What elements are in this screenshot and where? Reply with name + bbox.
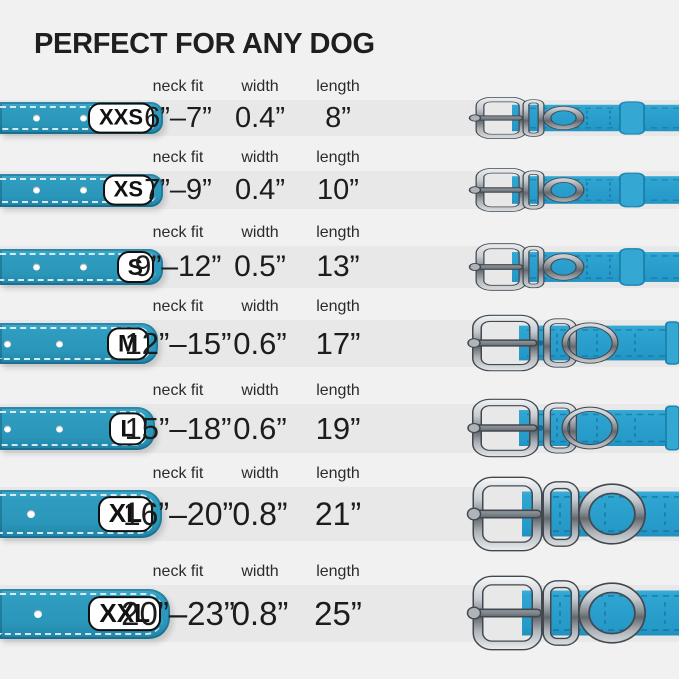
collar-hole xyxy=(34,609,42,618)
collar-strap-icon: XXS xyxy=(0,102,163,134)
collar-hole xyxy=(33,114,40,122)
column-header-length: length xyxy=(316,563,360,580)
neck-fit-value: 7”–9” xyxy=(144,174,212,206)
collar-strap-icon: S xyxy=(0,249,163,285)
collar-hole xyxy=(56,425,63,432)
size-badge: XXS xyxy=(87,102,154,134)
column-header-width: width xyxy=(241,224,279,241)
length-value: 8” xyxy=(325,102,351,134)
column-header-width: width xyxy=(241,298,279,315)
collar-hole xyxy=(27,510,35,518)
collar-hole xyxy=(56,340,63,347)
column-header-width: width xyxy=(241,465,279,482)
column-header-length: length xyxy=(316,78,360,95)
column-header-width: width xyxy=(241,149,279,166)
column-header-neck-fit: neck fit xyxy=(152,382,204,399)
column-header-length: length xyxy=(316,465,360,482)
length-value: 13” xyxy=(316,250,360,283)
neck-fit-value: 12”–15” xyxy=(124,326,232,361)
length-value: 10” xyxy=(317,174,359,206)
size-badge: L xyxy=(109,411,146,446)
column-header-width: width xyxy=(241,78,279,95)
width-value: 0.8” xyxy=(231,595,289,632)
collar-hole xyxy=(33,186,40,194)
neck-fit-value: 15”–18” xyxy=(124,411,232,446)
length-value: 17” xyxy=(315,326,361,361)
page-title: PERFECT FOR ANY DOG xyxy=(34,28,375,60)
column-header-neck-fit: neck fit xyxy=(152,78,204,95)
column-header-width: width xyxy=(241,382,279,399)
column-header-length: length xyxy=(316,298,360,315)
collar-strap-icon: XL xyxy=(0,490,162,538)
size-badge: XL xyxy=(97,496,153,532)
collar-hole xyxy=(80,186,87,194)
column-header-neck-fit: neck fit xyxy=(152,298,204,315)
collar-strap-icon: L xyxy=(0,407,155,450)
collar-hole xyxy=(33,263,40,271)
size-badge: XXL xyxy=(88,595,161,632)
collar-hole xyxy=(4,425,11,432)
column-header-neck-fit: neck fit xyxy=(152,465,204,482)
length-value: 19” xyxy=(315,411,361,446)
collar-strap-icon: XS xyxy=(0,173,163,207)
column-header-neck-fit: neck fit xyxy=(152,149,204,166)
width-value: 0.6” xyxy=(233,411,287,446)
collar-hole xyxy=(4,340,11,347)
length-value: 25” xyxy=(314,595,362,632)
collar-strap-icon: M xyxy=(0,323,158,364)
neck-fit-value: 9”–12” xyxy=(134,250,222,283)
length-value: 21” xyxy=(314,496,362,532)
collar-hole xyxy=(80,114,87,122)
collar-strap-icon: XXL xyxy=(0,588,170,639)
column-header-length: length xyxy=(316,224,360,241)
size-badge: XS xyxy=(102,174,154,206)
column-header-width: width xyxy=(241,563,279,580)
width-value: 0.6” xyxy=(233,326,287,361)
neck-fit-value: 6”–7” xyxy=(144,102,212,134)
column-header-length: length xyxy=(316,149,360,166)
collar-hole xyxy=(80,263,87,271)
width-value: 0.4” xyxy=(235,102,285,134)
width-value: 0.5” xyxy=(234,250,286,283)
neck-fit-value: 16”–20” xyxy=(122,496,234,532)
width-value: 0.8” xyxy=(232,496,288,532)
size-badge: S xyxy=(116,250,154,284)
neck-fit-value: 20”–23” xyxy=(121,595,235,632)
collar-buckle-icon xyxy=(467,577,679,649)
width-value: 0.4” xyxy=(235,174,285,206)
size-badge: M xyxy=(107,326,149,361)
column-header-neck-fit: neck fit xyxy=(152,224,204,241)
column-header-neck-fit: neck fit xyxy=(152,563,204,580)
column-header-length: length xyxy=(316,382,360,399)
